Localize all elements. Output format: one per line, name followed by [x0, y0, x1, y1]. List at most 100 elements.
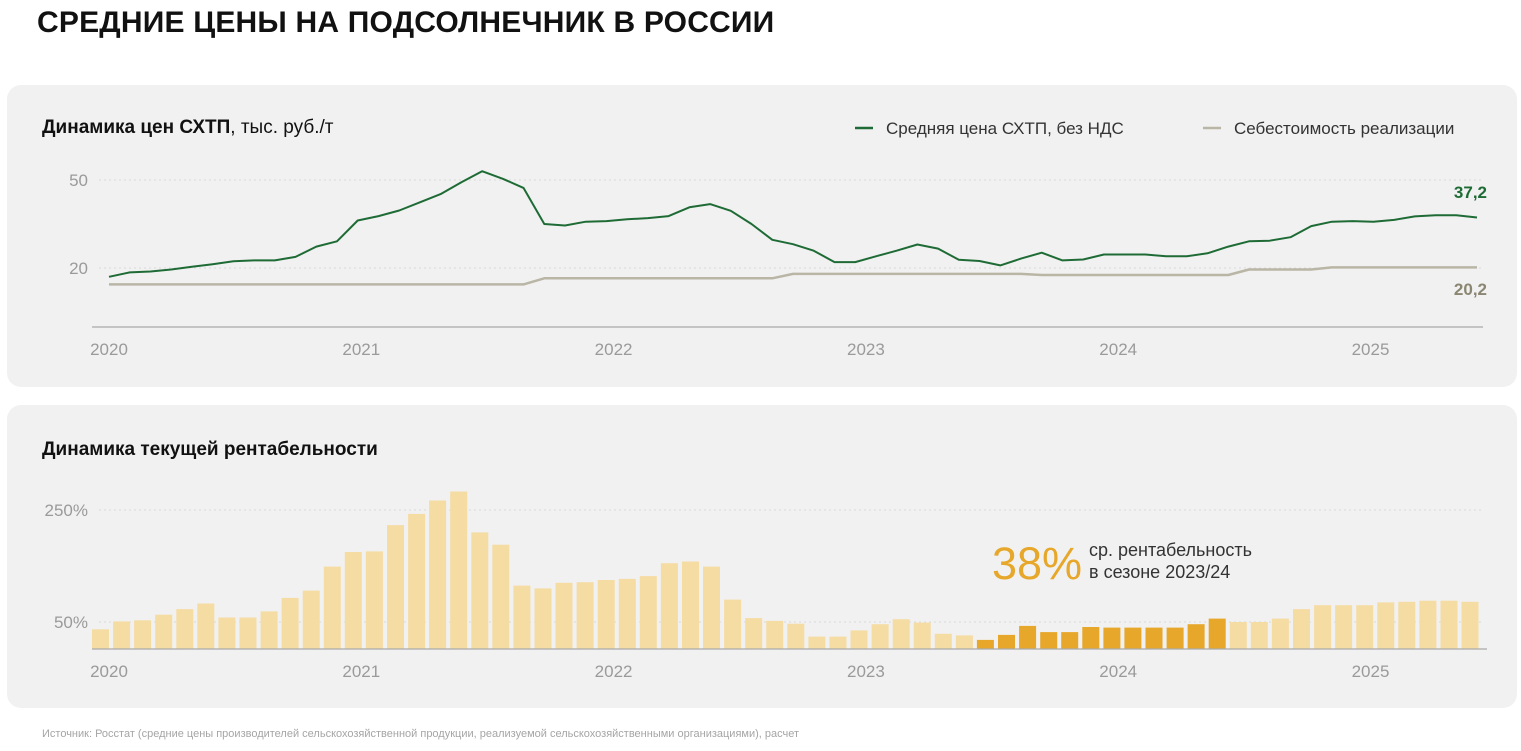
bar-2022-08 [745, 618, 763, 649]
bar-2021-11 [555, 582, 573, 649]
profitability-chart-title: Динамика текущей рентабельности [42, 439, 378, 460]
bar-2025-03 [1398, 601, 1416, 649]
bar-2021-05 [429, 500, 447, 649]
bar-2024-06 [1208, 618, 1226, 649]
price-chart-title: Динамика цен СХТП, тыс. руб./т [42, 117, 334, 138]
bar-2020-06 [197, 603, 215, 649]
cost-end-label: 20,2 [1454, 280, 1487, 299]
bar-2021-08 [492, 544, 510, 649]
bar-2023-10 [1040, 632, 1058, 649]
bar-xtick-2025: 2025 [1352, 662, 1390, 681]
price-end-label: 37,2 [1454, 183, 1487, 202]
bar-2024-08 [1250, 622, 1268, 649]
bar-2020-04 [155, 614, 173, 649]
bar-2022-04 [660, 563, 678, 649]
bar-2022-12 [829, 636, 847, 649]
bar-2024-10 [1293, 609, 1310, 649]
bar-2025-01 [1356, 605, 1374, 649]
bar-2023-11 [1061, 632, 1079, 649]
bar-2021-02 [365, 551, 383, 649]
bar-2025-06 [1461, 601, 1479, 649]
bar-xtick-2023: 2023 [847, 662, 885, 681]
bar-2020-12 [323, 566, 341, 649]
bar-2020-09 [260, 611, 278, 649]
bar-2023-06 [955, 635, 973, 649]
bar-2023-09 [1019, 625, 1037, 649]
bar-ytick-50: 50% [54, 613, 88, 632]
bar-2024-12 [1335, 605, 1353, 649]
bar-2020-02 [113, 621, 131, 649]
bar-2022-03 [639, 576, 657, 649]
bar-2025-02 [1377, 602, 1395, 649]
bar-2023-02 [871, 624, 889, 649]
bar-2023-04 [913, 622, 931, 649]
bar-2020-05 [176, 609, 194, 649]
price-series-line [108, 170, 1478, 278]
bar-2020-03 [134, 620, 152, 649]
price-ytick-20: 20 [69, 259, 88, 278]
bar-2023-03 [892, 619, 910, 649]
bar-2023-07 [976, 639, 994, 649]
bar-2022-09 [766, 620, 784, 649]
bar-2024-01 [1103, 627, 1121, 649]
bar-xtick-2021: 2021 [342, 662, 380, 681]
page-title: СРЕДНИЕ ЦЕНЫ НА ПОДСОЛНЕЧНИК В РОССИИ [37, 6, 775, 39]
bar-2021-12 [576, 582, 594, 649]
price-xtick-2023: 2023 [847, 340, 885, 359]
bar-xtick-2024: 2024 [1099, 662, 1137, 681]
price-xtick-2020: 2020 [90, 340, 128, 359]
bar-2020-08 [239, 617, 257, 649]
bar-2023-08 [998, 634, 1015, 649]
source-note: Источник: Росстат (средние цены производ… [42, 728, 800, 740]
bar-2021-10 [534, 588, 552, 649]
price-chart-panel: Динамика цен СХТП, тыс. руб./т Средняя ц… [7, 85, 1517, 387]
avg-profitability-caption-1: ср. рентабельность [1089, 540, 1252, 560]
bar-2023-05 [934, 633, 952, 649]
profitability-chart-panel: Динамика текущей рентабельности 250% 50%… [7, 405, 1517, 708]
bar-2021-07 [471, 532, 489, 649]
bar-2022-10 [787, 623, 805, 649]
bar-ytick-250: 250% [45, 501, 88, 520]
bar-2020-10 [281, 597, 299, 649]
bar-2022-05 [682, 561, 699, 649]
bar-2021-01 [344, 552, 362, 649]
bar-xtick-2020: 2020 [90, 662, 128, 681]
bar-2025-05 [1440, 600, 1458, 649]
bar-2024-11 [1314, 605, 1332, 649]
bar-2025-04 [1419, 600, 1437, 649]
avg-profitability-caption-2: в сезоне 2023/24 [1089, 562, 1230, 582]
bar-2024-04 [1166, 627, 1184, 649]
bar-2020-01 [92, 629, 109, 649]
bar-2023-12 [1082, 627, 1100, 649]
legend-cost-label: Себестоимость реализации [1234, 119, 1454, 138]
price-line-chart: Динамика цен СХТП, тыс. руб./т Средняя ц… [42, 117, 1487, 359]
cost-series-line [109, 266, 1477, 286]
bar-2022-02 [618, 578, 636, 649]
price-xtick-2025: 2025 [1352, 340, 1390, 359]
bar-2020-07 [218, 617, 236, 649]
price-chart-title-unit: , тыс. руб./т [230, 117, 333, 138]
bar-2024-03 [1145, 627, 1163, 649]
price-xtick-2022: 2022 [595, 340, 633, 359]
bar-2022-07 [724, 599, 742, 649]
bar-2020-11 [302, 590, 320, 649]
bar-2024-07 [1229, 622, 1247, 649]
bar-2024-02 [1124, 627, 1142, 649]
price-legend: Средняя цена СХТП, без НДС Себестоимость… [855, 119, 1454, 138]
price-x-ticks: 2020 2021 2022 2023 2024 2025 [90, 340, 1389, 359]
bar-2021-06 [450, 491, 468, 649]
bar-2021-04 [408, 513, 426, 649]
profitability-bars [92, 491, 1479, 649]
bar-2021-09 [513, 585, 531, 649]
bar-2022-11 [808, 636, 826, 649]
bar-2024-09 [1271, 618, 1289, 649]
profitability-bar-chart: Динамика текущей рентабельности 250% 50%… [42, 439, 1487, 681]
bar-2022-06 [703, 566, 720, 649]
bar-x-ticks: 2020 2021 2022 2023 2024 2025 [90, 662, 1389, 681]
avg-profitability-value: 38% [992, 538, 1082, 589]
bar-2023-01 [850, 630, 868, 649]
price-xtick-2024: 2024 [1099, 340, 1137, 359]
price-chart-title-main: Динамика цен СХТП [42, 117, 230, 138]
price-ytick-50: 50 [69, 171, 88, 190]
legend-price-label: Средняя цена СХТП, без НДС [886, 119, 1124, 138]
